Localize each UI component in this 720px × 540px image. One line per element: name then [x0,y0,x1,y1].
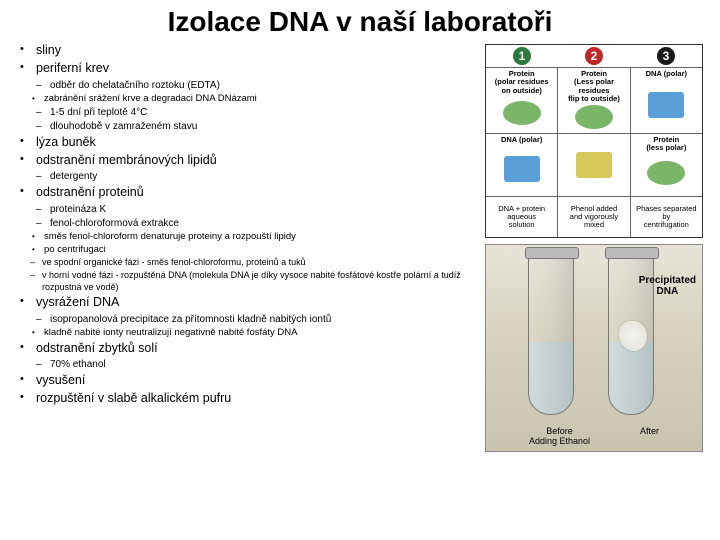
protein-oval-icon [647,161,685,185]
phenol-rect-icon [576,152,612,178]
content-container: sliny periferní krev odběr do chelatační… [0,42,720,452]
bullet-detergenty: detergenty [36,170,481,183]
bullet-dlouhodobe: dlouhodobě v zamraženém stavu [36,120,481,133]
diag-num-3: 3 [657,47,675,65]
bullet-rozpusteni: rozpuštění v slabě alkalickém pufru [20,390,481,406]
diag-r1c3: DNA (polar) [631,68,702,133]
diag-r1c2: Protein (Less polar residues flip to out… [558,68,630,133]
bullet-ethanol70: 70% ethanol [36,358,481,371]
precipitate-icon [619,321,647,351]
figure-column: 1 2 3 Protein (polar residues on outside… [485,42,712,452]
protein-oval-icon [503,101,541,125]
page-title: Izolace DNA v naší laboratoři [0,0,720,42]
bullet-odber: odběr do chelatačního roztoku (EDTA) [36,79,481,92]
protein-oval-icon [575,105,613,129]
bullet-dni15: 1-5 dní při teplotě 4°C [36,106,481,119]
caption-before: Before Adding Ethanol [529,427,590,447]
bullet-vHorni: v horní vodné fázi - rozpuštěná DNA (mol… [30,270,481,293]
bullet-smesFenol: směs fenol-chloroform denaturuje protein… [32,231,481,243]
dna-rect-icon [504,156,540,182]
caption-after: After [640,427,659,447]
bullet-proteinazaK: proteináza K [36,203,481,216]
tube-before [528,255,574,415]
bullet-poCentrif: po centrifugaci [32,244,481,256]
diag-r1c1: Protein (polar residues on outside) [486,68,558,133]
bullet-veSpodni: ve spodní organické fázi - směs fenol-ch… [30,257,481,269]
diag-r2c2 [558,134,630,196]
diag-num-2: 2 [585,47,603,65]
diag-r2c1: DNA (polar) [486,134,558,196]
tubes-photo: Precipitated DNA Before Adding Ethanol A… [485,244,703,452]
bullet-odstranProt: odstranění proteinů [20,184,481,200]
bullet-vysuseni: vysušení [20,372,481,388]
bullet-sliny: sliny [20,42,481,58]
text-column: sliny periferní krev odběr do chelatační… [0,42,485,452]
bullet-fenolExtr: fenol-chloroformová extrakce [36,217,481,230]
bullet-periferni: periferní krev [20,60,481,76]
bullet-lyza: lýza buněk [20,134,481,150]
dna-rect-icon [648,92,684,118]
precip-label: Precipitated DNA [639,275,696,297]
bullet-isoprop: isopropanolová precipitace za přítomnost… [36,313,481,326]
bullet-vysrazeni: vysrážení DNA [20,294,481,310]
diag-r3c3: Phases separated by centrifugation [631,197,702,237]
bullet-odstranLip: odstranění membránových lipidů [20,152,481,168]
bullet-odstranSoli: odstranění zbytků solí [20,340,481,356]
phase-diagram: 1 2 3 Protein (polar residues on outside… [485,44,703,238]
diag-r3c1: DNA + protein aqueous solution [486,197,558,237]
bullet-zabraneni: zabránění srážení krve a degradaci DNA D… [32,93,481,105]
diag-r3c2: Phenol added and vigorously mixed [558,197,630,237]
diag-num-1: 1 [513,47,531,65]
diag-r2c3: Protein (less polar) [631,134,702,196]
bullet-kladne: kladně nabité ionty neutralizují negativ… [32,327,481,339]
